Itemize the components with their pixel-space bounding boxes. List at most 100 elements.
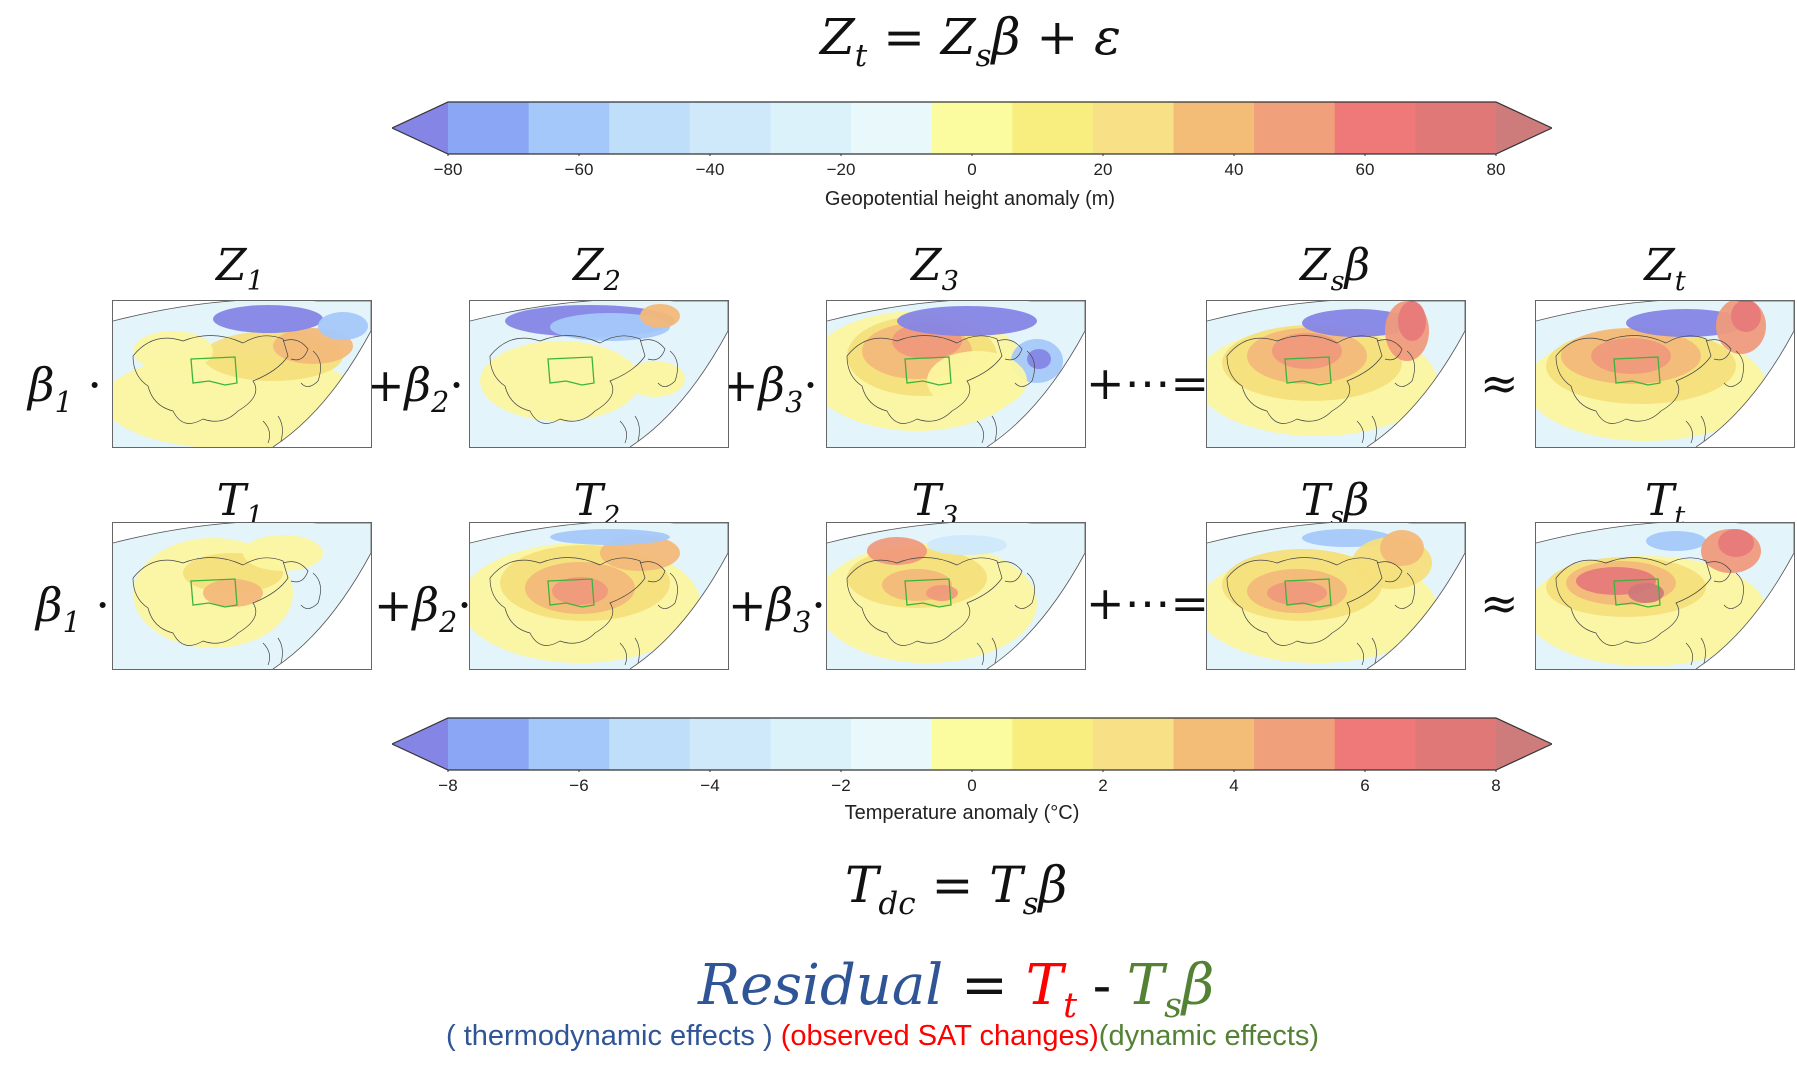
geo-colorbar-tick-label: 40 (1224, 160, 1244, 179)
field-contour (1731, 301, 1761, 332)
domain-edge (1536, 523, 1794, 669)
legend-observed: (observed SAT changes) (780, 1020, 1099, 1052)
coastline (282, 339, 309, 361)
map-field (470, 523, 728, 669)
field-contour (867, 537, 927, 565)
study-region-outline (547, 356, 595, 386)
field-contour (927, 351, 1027, 411)
study-region-outline (1284, 578, 1332, 608)
study-region-outline (904, 578, 952, 608)
dynamic-term: Tsβ (1126, 953, 1215, 1027)
geopotential-colorbar (392, 101, 1552, 156)
row-z-approx: ≈ (1480, 356, 1519, 410)
tmp-colorbar-block (1415, 718, 1497, 770)
top-eq-mid-sub: s (975, 37, 992, 74)
study-region-outline (1284, 356, 1332, 386)
coastline (846, 335, 1003, 424)
domain-edge (1207, 301, 1465, 447)
residual-minus: - (1077, 953, 1127, 1016)
tmp-colorbar-block (1254, 718, 1336, 770)
map-field (1536, 301, 1794, 447)
coastline (1356, 637, 1377, 666)
map-t3 (826, 522, 1086, 670)
study-region-outline (1613, 578, 1661, 608)
panel-title-z2: Z2 (573, 240, 621, 298)
coastline (1685, 637, 1706, 666)
geo-colorbar-tick-label: −20 (826, 160, 856, 179)
field-contour (203, 579, 263, 607)
effects-legend: ( thermodynamic effects ) (observed SAT … (446, 1020, 1319, 1053)
map-t1 (112, 522, 372, 670)
coastline (996, 561, 1023, 583)
top-eq-lhs: Z (820, 8, 855, 66)
tmp-colorbar-tick-label: 4 (1229, 776, 1239, 795)
tmp-colorbar-tick-label: −8 (438, 776, 458, 795)
coastline (1555, 335, 1712, 424)
field-contour (1646, 531, 1706, 551)
geo-colorbar-block (448, 102, 530, 154)
tmp-colorbar-tick-label: −2 (831, 776, 851, 795)
geo-colorbar-tick-label: −40 (695, 160, 725, 179)
coastline (1723, 572, 1744, 609)
field-contour (1718, 529, 1754, 557)
domain-edge (113, 523, 371, 669)
row-z-coef2: +β2· (366, 358, 464, 419)
coastline (846, 557, 1003, 646)
map-t2 (469, 522, 729, 670)
tmp-colorbar-tick-label: 2 (1098, 776, 1108, 795)
panel-title-z1: Z1 (216, 240, 264, 298)
coastline (1394, 350, 1415, 387)
legend-dynamic: (dynamic effects) (1098, 1020, 1320, 1052)
coastline (619, 637, 640, 666)
coastline (489, 557, 646, 646)
field-contour (552, 577, 608, 605)
coastline (639, 339, 666, 361)
map-ts-beta (1206, 522, 1466, 670)
geo-colorbar-tick-label: 60 (1355, 160, 1375, 179)
map-field (827, 523, 1085, 669)
domain-edge (827, 301, 1085, 447)
coastline (489, 335, 646, 424)
panel-title-z3: Z3 (911, 240, 959, 298)
tmp-colorbar-tick-label: −4 (700, 776, 720, 795)
coastline (657, 350, 678, 387)
coastline (1394, 572, 1415, 609)
row-t-coef3: +β3· (728, 578, 826, 639)
geo-colorbar-block (689, 102, 772, 154)
field-contour (897, 306, 1037, 336)
tmp-colorbar-block (1092, 718, 1175, 770)
top-eq-mid: = Z (867, 8, 976, 66)
field-contour (1398, 301, 1426, 341)
map-zs-beta (1206, 300, 1466, 448)
study-region-outline (1613, 356, 1661, 386)
field-contour (1267, 581, 1327, 605)
row-t-coef1: β1 · (36, 578, 110, 639)
field-contour (1027, 349, 1051, 369)
coastline (132, 335, 289, 424)
field-contour (625, 361, 685, 397)
geo-colorbar-block (1254, 102, 1336, 154)
tmp-colorbar-tick-label: 8 (1491, 776, 1501, 795)
coastline (976, 415, 997, 444)
tmp-colorbar-block (689, 718, 772, 770)
tmp-colorbar-block (931, 718, 1013, 770)
row-t-approx: ≈ (1480, 576, 1519, 630)
coastline (976, 637, 997, 666)
map-field (1536, 523, 1794, 669)
geo-colorbar-block (609, 102, 691, 154)
tmp-colorbar-block (1012, 718, 1094, 770)
field-contour (243, 535, 323, 571)
row-z-coef1: β1 · (28, 358, 102, 419)
coastline (1376, 339, 1403, 361)
field-contour (550, 313, 670, 341)
geo-colorbar-extend-low (392, 102, 448, 154)
tmp-colorbar-tick-label: 0 (967, 776, 977, 795)
coastline (1226, 335, 1383, 424)
domain-edge (113, 301, 371, 447)
top-eq-rhs: β + ε (991, 8, 1121, 66)
legend-thermodynamic: ( thermodynamic effects ) (446, 1020, 773, 1052)
residual-term: Residual (698, 953, 944, 1018)
coastline (1014, 572, 1035, 609)
coastline (132, 557, 289, 646)
